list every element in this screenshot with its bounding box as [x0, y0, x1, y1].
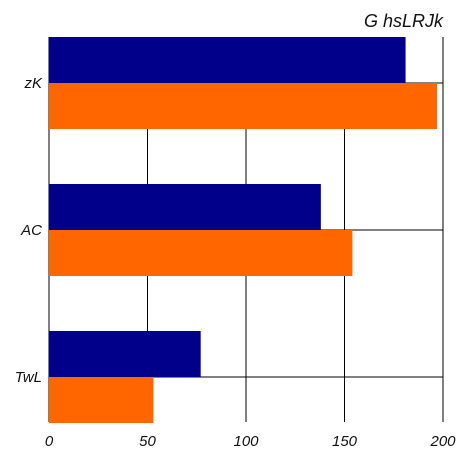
bars-layer [49, 37, 438, 423]
bar-series-0-ac [49, 184, 321, 230]
x-tick-label-2: 100 [233, 433, 259, 450]
y-tick-label-twl: TwL [15, 369, 42, 386]
chart-title: G hsLRJk [364, 11, 444, 31]
x-tick-label-3: 150 [332, 433, 358, 450]
ticks-layer: zK AC TwL 0 50 100 150 200 [15, 75, 456, 450]
y-tick-label-zk: zK [23, 75, 43, 92]
bar-series-1-ac [49, 230, 353, 276]
bar-series-1-zk [49, 83, 438, 129]
bar-series-1-twl [49, 377, 154, 423]
x-tick-label-1: 50 [139, 433, 156, 450]
x-tick-label-4: 200 [429, 433, 456, 450]
x-tick-label-0: 0 [45, 433, 54, 450]
bar-series-0-twl [49, 331, 201, 377]
bar-series-0-zk [49, 37, 406, 83]
y-tick-label-ac: AC [20, 222, 42, 239]
